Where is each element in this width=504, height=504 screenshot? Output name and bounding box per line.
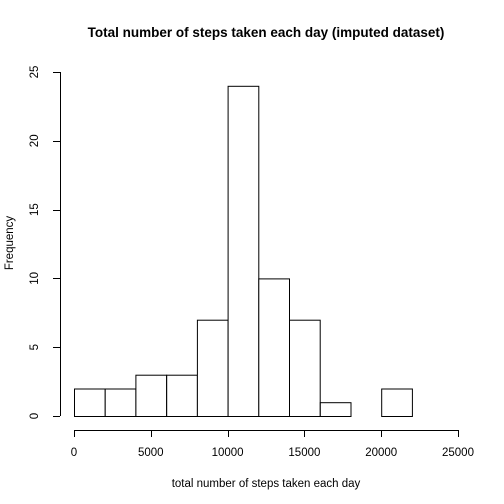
y-ticks: 0 5 10 15 20 25 (29, 66, 60, 419)
histogram-bar (166, 374, 198, 418)
y-tick-label: 20 (29, 134, 41, 147)
x-tick-label: 5000 (138, 447, 164, 459)
y-tick-label: 25 (29, 66, 41, 79)
histogram-bar (258, 278, 290, 417)
y-tick-label: 0 (29, 413, 41, 419)
y-axis-label: Frequency (4, 216, 16, 271)
bars-group (74, 85, 413, 418)
x-axis: 0 5000 10000 15000 20000 25000 (71, 430, 474, 459)
histogram-bar (135, 374, 168, 418)
y-tick-label: 10 (29, 272, 41, 285)
histogram-bar (196, 319, 229, 418)
x-tick-label: 10000 (212, 447, 244, 459)
x-tick-label: 0 (71, 447, 77, 459)
x-tick-label: 15000 (288, 447, 320, 459)
x-axis-label: total number of steps taken each day (172, 478, 361, 490)
histogram-bar (227, 85, 260, 418)
y-tick-label: 5 (29, 344, 41, 350)
histogram-bar (289, 319, 321, 418)
chart-title: Total number of steps taken each day (im… (88, 25, 445, 40)
x-ticks: 0 5000 10000 15000 20000 25000 (71, 430, 474, 459)
histogram-bar (104, 388, 137, 417)
histogram-bar (319, 402, 352, 418)
histogram-bar (74, 388, 106, 417)
y-tick-label: 15 (29, 203, 41, 216)
x-tick-label: 25000 (442, 447, 474, 459)
x-tick-label: 20000 (365, 447, 397, 459)
y-axis: 0 5 10 15 20 25 (29, 66, 61, 419)
histogram-bar (381, 388, 413, 417)
